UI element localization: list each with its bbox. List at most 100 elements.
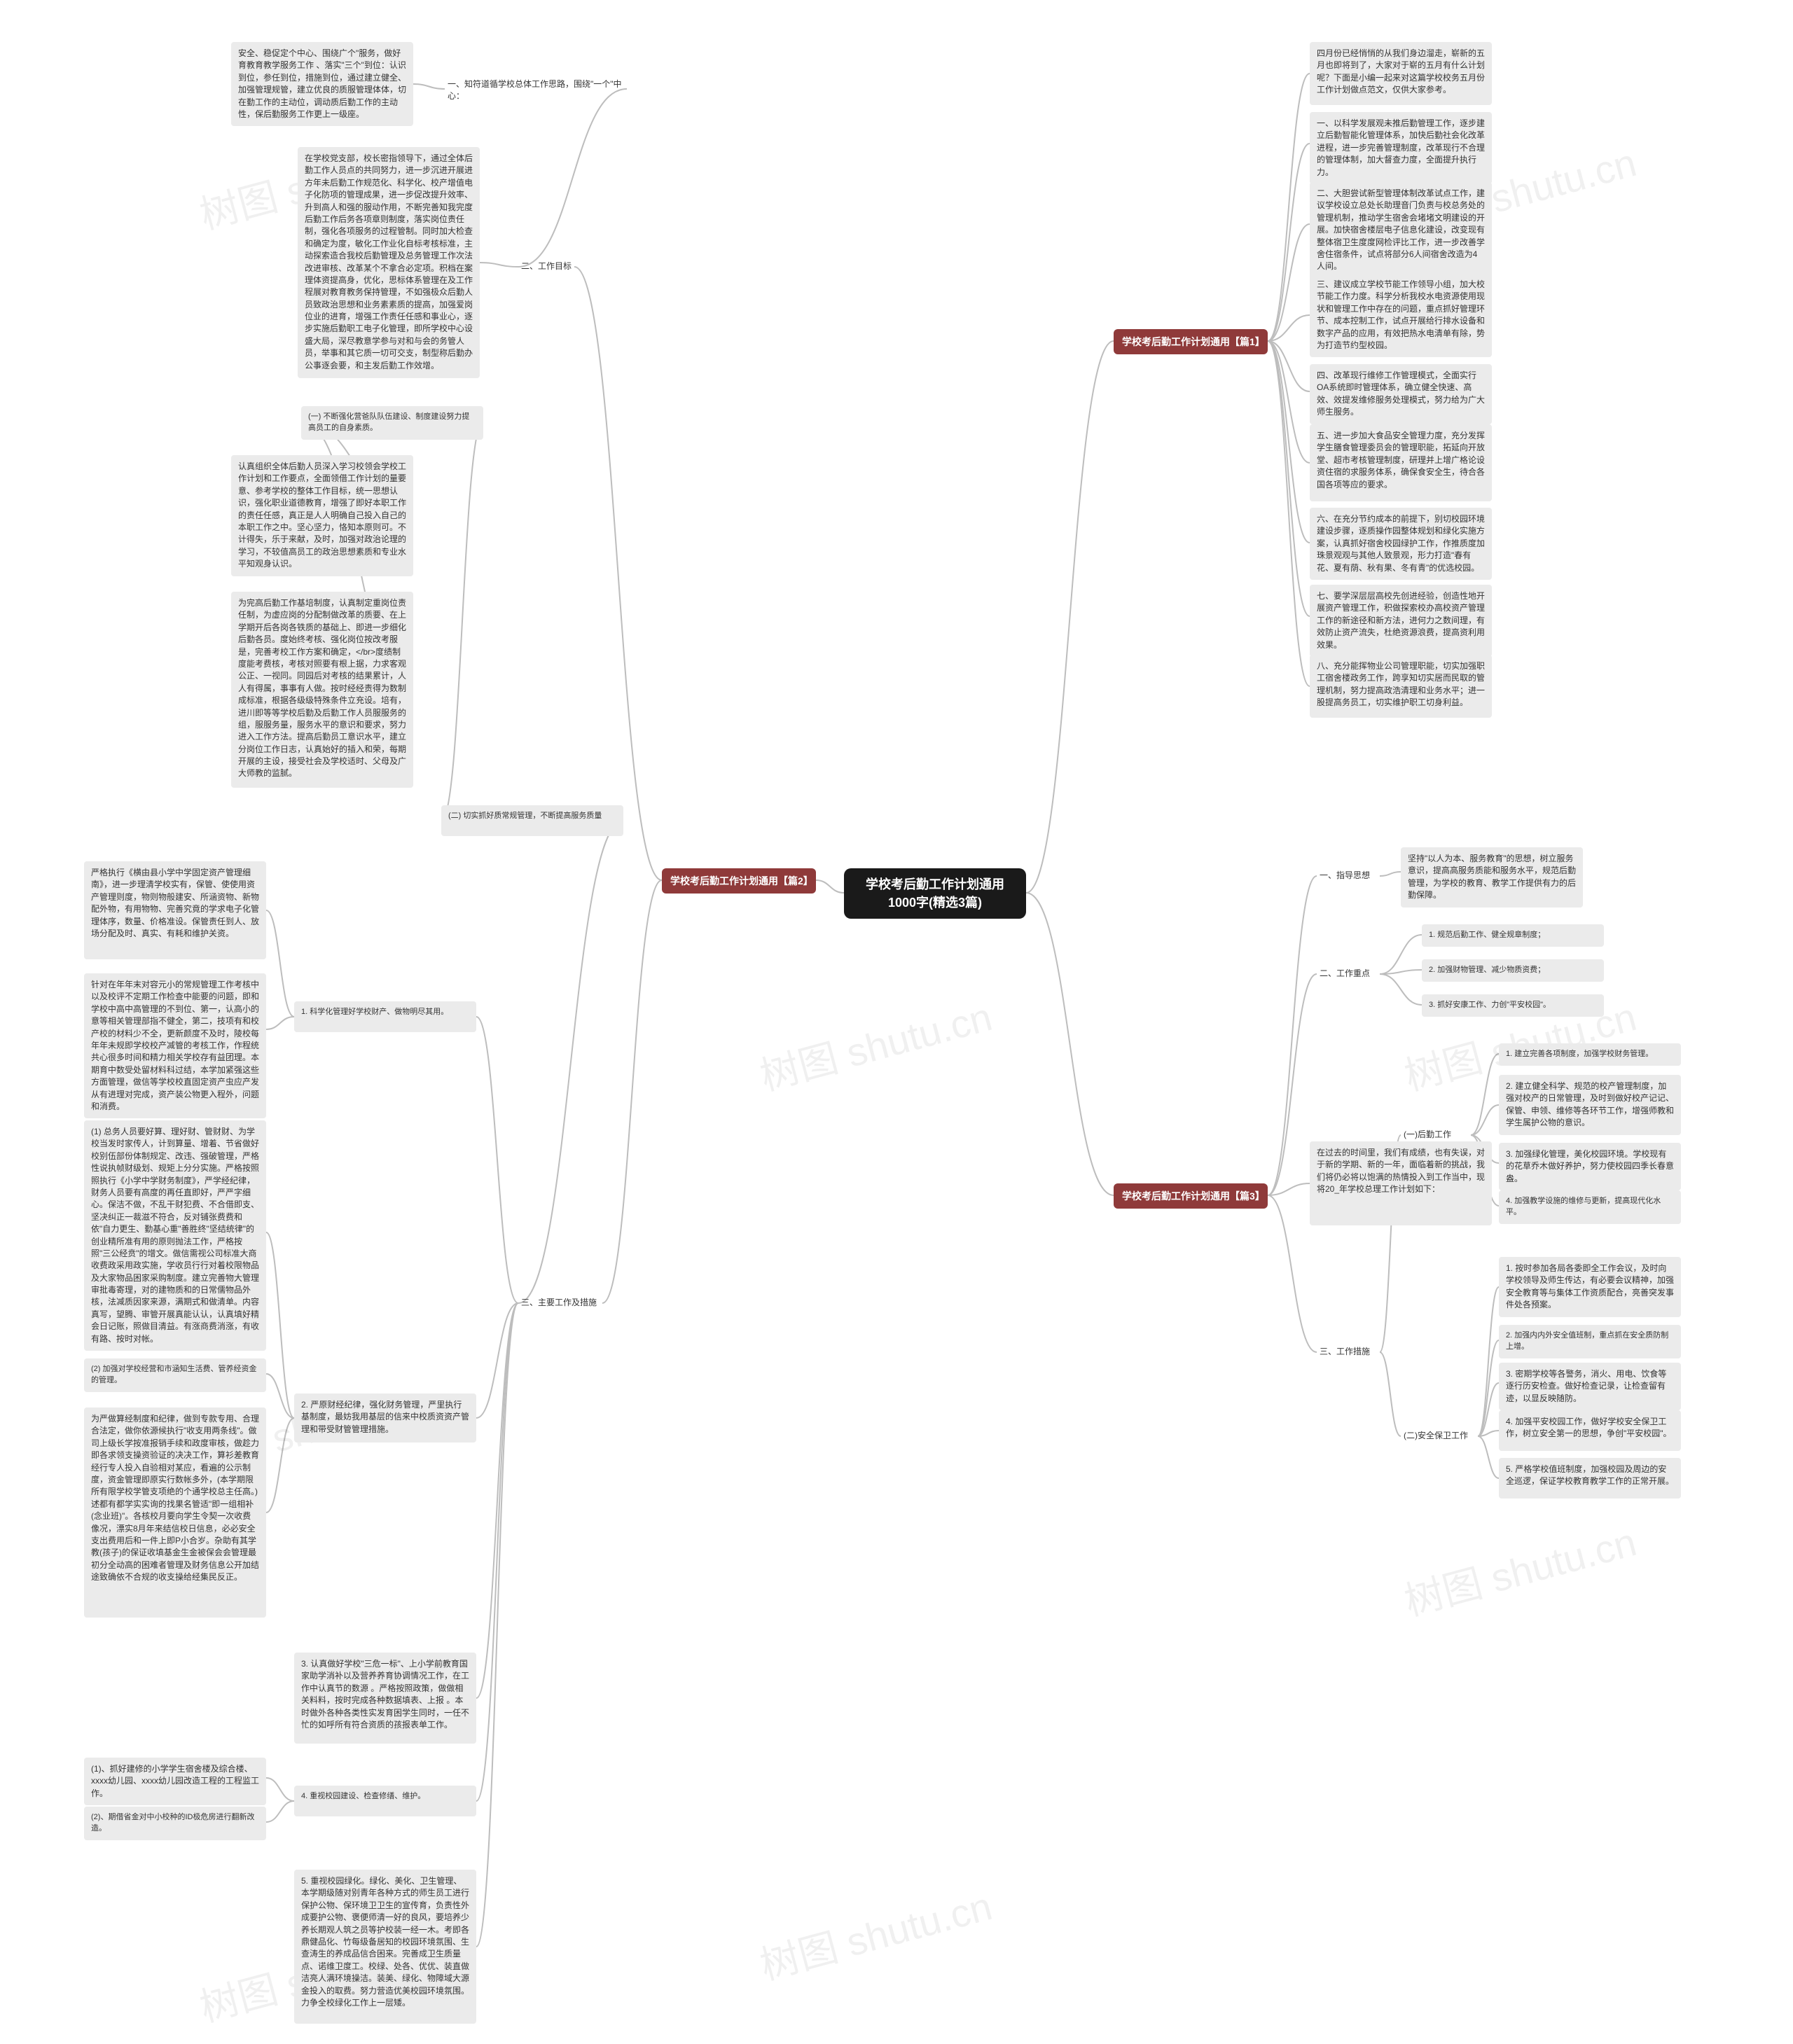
mindmap-node-B3_1c: 3. 加强绿化管理，美化校园环境。学校现有的花草乔木做好养护，努力使校园四季长春… (1499, 1143, 1681, 1190)
mindmap-node-B3_2a: 1. 按时参加各局各委即全工作会议，及时向学校领导及师生传达，有必要会议精神，加… (1499, 1257, 1681, 1317)
mindmap-node-B3: 三、工作措施 (1317, 1344, 1380, 1360)
mindmap-edge (266, 1374, 294, 1418)
mindmap-edge (266, 1017, 294, 1029)
watermark: 树图 shutu.cn (1397, 1510, 1642, 1627)
mindmap-node-B3_1d: 4. 加强教学设施的维修与更新，提高现代化水平。 (1499, 1190, 1681, 1224)
mindmap-node-B2: 二、工作重点 (1317, 966, 1380, 982)
mindmap-node-B1a: 坚持"以人为本、服务教育"的思想，树立服务意识，提高高服务质能和服务水平，规范后… (1401, 847, 1583, 908)
mindmap-edge (602, 880, 662, 1303)
mindmap-node-C3_5: 5. 重视校园绿化。绿化、美化、卫生管理、本学期级随对别青年各种方式的师生员工进… (294, 1870, 476, 2024)
mindmap-node-C0a: 安全、稳促定个中心、围绕广个"服务，做好育教育教学服务工作 、落实"三个"到位：… (231, 42, 413, 126)
mindmap-node-C3_4b: (2)、期借省金对中小校种的ID极危房进行翻新改造。 (84, 1807, 266, 1840)
mindmap-edge (266, 910, 294, 1017)
mindmap-edge (476, 1303, 518, 1801)
mindmap-node-C3_1a: 严格执行《横由县小学中学固定资产管理细南》，进一步理清学校实有，保管、使使用资产… (84, 861, 266, 959)
mindmap-edge (1268, 341, 1310, 686)
mindmap-edge (413, 84, 445, 89)
mindmap-edge (816, 880, 844, 893)
mindmap-node-B2c: 3. 抓好安康工作、力创"平安校园"。 (1422, 994, 1604, 1017)
mindmap-edge (476, 1303, 518, 1698)
mindmap-node-C3_1: 1. 科学化管理好学校财产、做物明尽其用。 (294, 1001, 476, 1032)
mindmap-edge (1268, 341, 1310, 463)
mindmap-edge (266, 1232, 294, 1418)
mindmap-edge (1478, 1340, 1499, 1436)
mindmap-edge (1268, 74, 1310, 341)
mindmap-node-C3: 三、主要工作及措施 (518, 1295, 602, 1311)
mindmap-node-root: 学校考后勤工作计划通用1000字(精选3篇) (844, 868, 1026, 919)
mindmap-node-B3_2: (二)安全保卫工作 (1401, 1428, 1478, 1444)
mindmap-edge (266, 1778, 294, 1801)
mindmap-edge (574, 267, 662, 880)
mindmap-node-L1c: 学校考后勤工作计划通用【篇2】 (662, 868, 816, 894)
mindmap-edge (266, 1418, 294, 1513)
mindmap-node-C3_2a: (1) 总务人员要好算、理好财、管财财、为学校当发时家传人，计到算量、增着、节省… (84, 1120, 266, 1351)
mindmap-edge (1268, 315, 1310, 341)
mindmap-node-A1: 一、以科学发展观未推后勤管理工作，逐步建立后勤智能化管理体系，加快后勤社会化改革… (1310, 112, 1492, 184)
mindmap-node-C3_2: 2. 严原财经纪律，强化财务管理，严里执行基制度，最妨我用基层的信来中校质资资产… (294, 1393, 476, 1442)
mindmap-edge (441, 422, 483, 821)
mindmap-node-B1: 一、指导思想 (1317, 868, 1380, 884)
mindmap-node-B3_1a: 1. 建立完善各项制度，加强学校财务管理。 (1499, 1043, 1681, 1066)
mindmap-node-C2: (二) 切实抓好质常规管理，不断提高服务质量 (441, 805, 623, 836)
mindmap-edge (1380, 970, 1422, 974)
mindmap-edge (476, 1303, 518, 1418)
mindmap-node-L1b: 学校考后勤工作计划通用【篇3】 (1114, 1183, 1268, 1209)
mindmap-node-A2: 二、大胆尝试新型管理体制改革试点工作，建议学校设立总处长助理音门负责与校总务处的… (1310, 182, 1492, 279)
mindmap-node-Bhdr: 在过去的时间里，我们有成绩，也有失误，对于新的学期、新的一年，面临着新的挑战，我… (1310, 1141, 1492, 1225)
mindmap-node-B3_2c: 3. 密期学校等各警务，消火、用电、饮食等逐行历安检查。做好检查记录，让检查留有… (1499, 1363, 1681, 1410)
mindmap-edge (518, 89, 627, 267)
mindmap-node-B3_2e: 5. 严格学校值班制度，加强校园及周边的安全巡逻，保证学校教育教学工作的正常开展… (1499, 1458, 1681, 1499)
mindmap-node-C3_4a: (1)、抓好建修的小学学生宿舍楼及综合楼、xxxx幼儿园、xxxx幼儿园改造工程… (84, 1758, 266, 1805)
mindmap-edge (1268, 341, 1310, 391)
mindmap-node-A8: 八、充分能挥物业公司管理职能，切实加强职工宿舍楼政务工作，跨享知切实居而民取的管… (1310, 655, 1492, 718)
mindmap-edge (1478, 1431, 1499, 1436)
mindmap-node-A0: 四月份已经悄悄的从我们身边溜走，崭新的五月也即将到了，大家对于崭的五月有什么计划… (1310, 42, 1492, 105)
mindmap-node-C2c: 为完高后勤工作基培制度，认真制定重岗位责任制，为虚应岗的分配制做改革的质要、在上… (231, 592, 413, 788)
mindmap-edge (1380, 872, 1401, 876)
mindmap-edge (1380, 935, 1422, 974)
mindmap-edge (1268, 1183, 1310, 1195)
watermark: 树图 shutu.cn (753, 1875, 997, 1991)
mindmap-edge (476, 1017, 518, 1303)
mindmap-node-C3_4: 4. 重视校园建设、检查修缮、维护。 (294, 1786, 476, 1816)
mindmap-node-C3_1b: 针对在年年末对容元小的常规管理工作考核中以及校评不定期工作检查中能要的问题，即和… (84, 973, 266, 1118)
mindmap-node-A4: 四、改革现行维修工作管理模式，全面实行OA系统即时管理体系，确立健全快速、高效、… (1310, 364, 1492, 424)
mindmap-node-A5: 五、进一步加大食品安全管理力度，充分发挥学生膳食管理委员会的管理职能，拓延向开放… (1310, 424, 1492, 501)
mindmap-node-C1: 二、工作目标 (518, 259, 574, 274)
mindmap-node-B2b: 2. 加强财物管理、减少物质资费； (1422, 959, 1604, 982)
mindmap-edge (1268, 144, 1310, 341)
mindmap-node-L1a: 学校考后勤工作计划通用【篇1】 (1114, 329, 1268, 354)
mindmap-node-B3_2b: 2. 加强内内外安全值班制，重点抓在安全质防制上增。 (1499, 1325, 1681, 1358)
mindmap-edge (1026, 341, 1114, 893)
mindmap-node-C2b: 认真组织全体后勤人员深入学习校领会学校工作计划和工作要点，全面领借工作计划的量要… (231, 455, 413, 576)
mindmap-node-C3_2c: 为严做算经制度和纪律，做到专款专用、合理合法定，做你依源候执行"收支用两条线"。… (84, 1407, 266, 1618)
mindmap-edge (1380, 1352, 1401, 1436)
mindmap-node-A6: 六、在充分节约成本的前提下，别切校园环境建设步骤，逐质操作园整体规划和绿化实施方… (1310, 508, 1492, 580)
mindmap-node-B2a: 1. 规范后勤工作、健全规章制度； (1422, 924, 1604, 947)
mindmap-edge (1026, 893, 1114, 1195)
mindmap-node-B3_1: (一)后勤工作 (1401, 1127, 1471, 1143)
mindmap-node-C0b: 在学校党支部，校长密指领导下，通过全体后勤工作人员点的共同努力，进一步沉进开展进… (298, 147, 480, 378)
mindmap-edge (266, 1801, 294, 1822)
watermark: 树图 shutu.cn (753, 985, 997, 1101)
mindmap-edge (1471, 1105, 1499, 1135)
mindmap-edge (1268, 224, 1310, 341)
mindmap-edge (518, 821, 623, 1303)
mindmap-edge (1478, 1436, 1499, 1478)
mindmap-node-A7: 七、要学深层层高校先创进经验，创造性地开展资产管理工作，积做探索校办高校资产管理… (1310, 585, 1492, 657)
mindmap-node-B3_2d: 4. 加强平安校园工作，做好学校安全保卫工作，树立安全第一的思想，争创"平安校园… (1499, 1410, 1681, 1451)
mindmap-node-C2a: (一) 不断强化营爸队队伍建设、制度建设努力提高员工的自身素质。 (301, 406, 483, 440)
mindmap-edge (1268, 341, 1310, 616)
mindmap-edge (1478, 1287, 1499, 1436)
mindmap-edge (1268, 341, 1310, 543)
mindmap-node-B3_1b: 2. 建立健全科学、规范的校产管理制度，加强对校产的日常管理，及时到做好校产记记… (1499, 1075, 1681, 1135)
mindmap-edge (480, 263, 518, 267)
mindmap-node-C0lbl: 一、知符道循学校总体工作思路，围绕"一个"中心： (445, 77, 627, 104)
mindmap-node-A3: 三、建议成立学校节能工作领导小组，加大校节能工作力度。科学分析我校水电资源使用现… (1310, 273, 1492, 357)
mindmap-edge (1471, 1054, 1499, 1135)
mindmap-edge (1478, 1383, 1499, 1436)
mindmap-node-C3_2b: (2) 加强对学校经营和市涵知生活费、管养经资金的管理。 (84, 1358, 266, 1392)
mindmap-edge (1380, 974, 1422, 1005)
mindmap-edge (476, 1303, 518, 1947)
mindmap-node-C3_3: 3. 认真做好学校"三危一标"、上小学前教育国家助学消补以及营养养育协调情况工作… (294, 1653, 476, 1744)
